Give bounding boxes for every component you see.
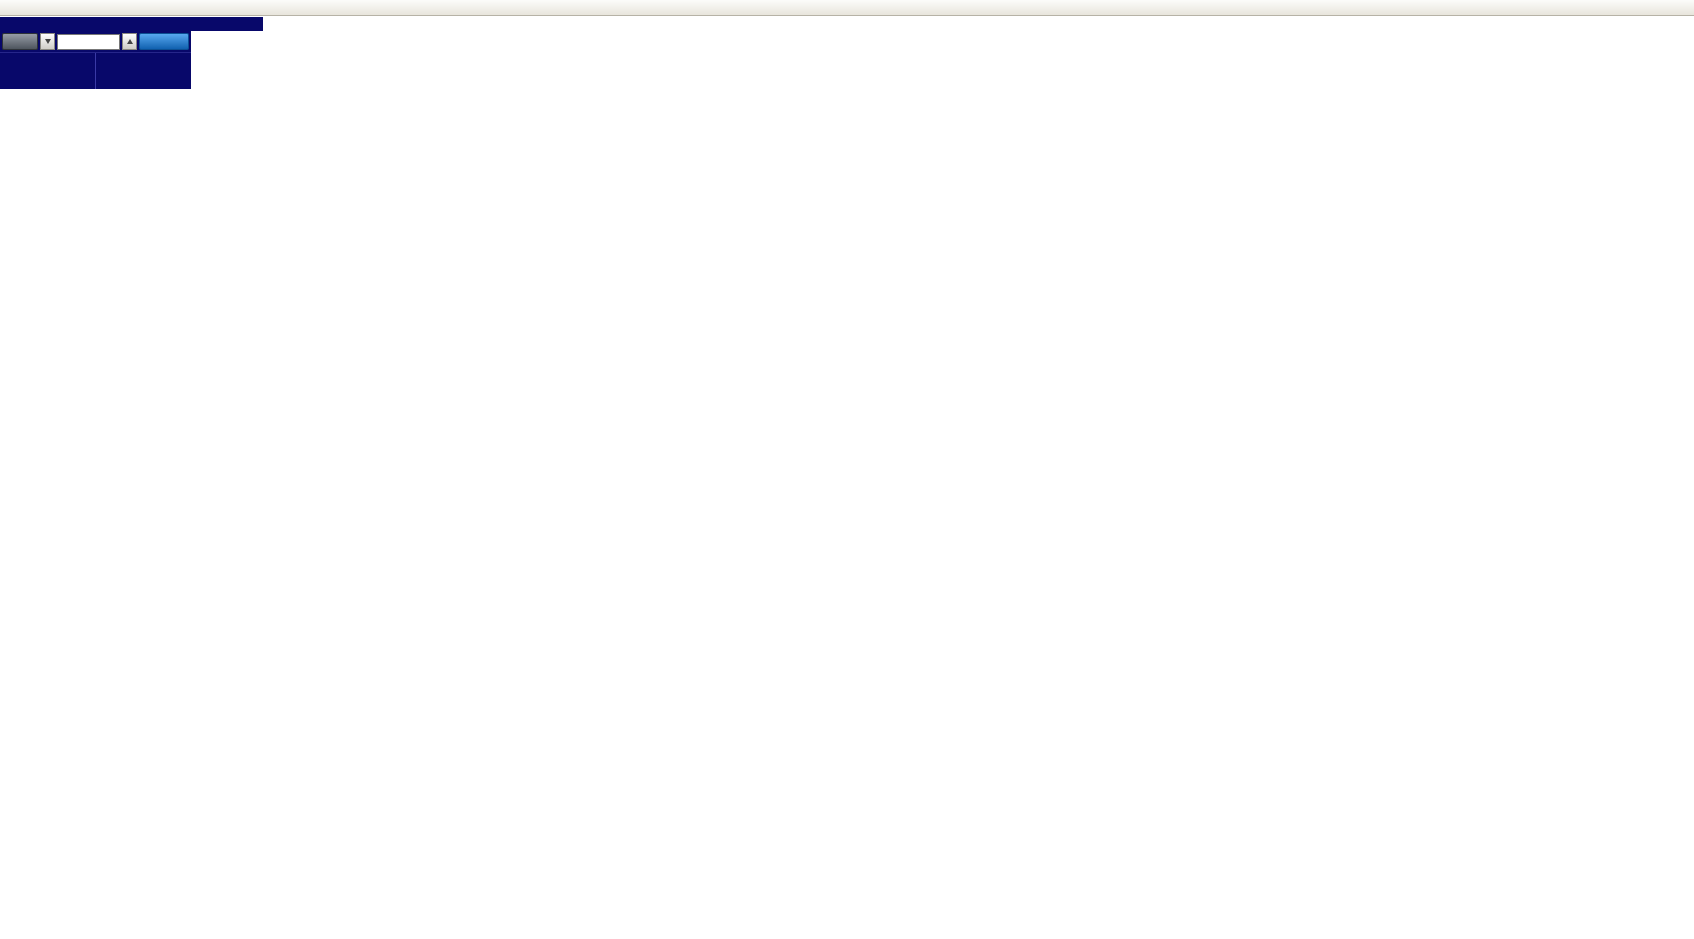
triangle-down-icon: [44, 39, 51, 44]
volume-decrease-button[interactable]: [40, 33, 55, 50]
volume-input[interactable]: [57, 33, 120, 50]
chart-window: [0, 16, 1694, 939]
one-click-trading-panel: [0, 17, 263, 89]
symbol-ohlc-line: [0, 17, 263, 31]
triangle-up-icon: [126, 39, 133, 44]
sell-button[interactable]: [2, 33, 38, 50]
volume-increase-button[interactable]: [122, 33, 137, 50]
trade-controls: [0, 31, 191, 52]
price-chart-canvas[interactable]: [0, 16, 1694, 939]
buy-price-display[interactable]: [96, 53, 191, 89]
buy-button[interactable]: [139, 33, 189, 50]
price-divider: [95, 53, 96, 89]
sell-price-display[interactable]: [0, 53, 95, 89]
bid-ask-display: [0, 52, 191, 89]
main-toolbar: [0, 0, 1694, 16]
